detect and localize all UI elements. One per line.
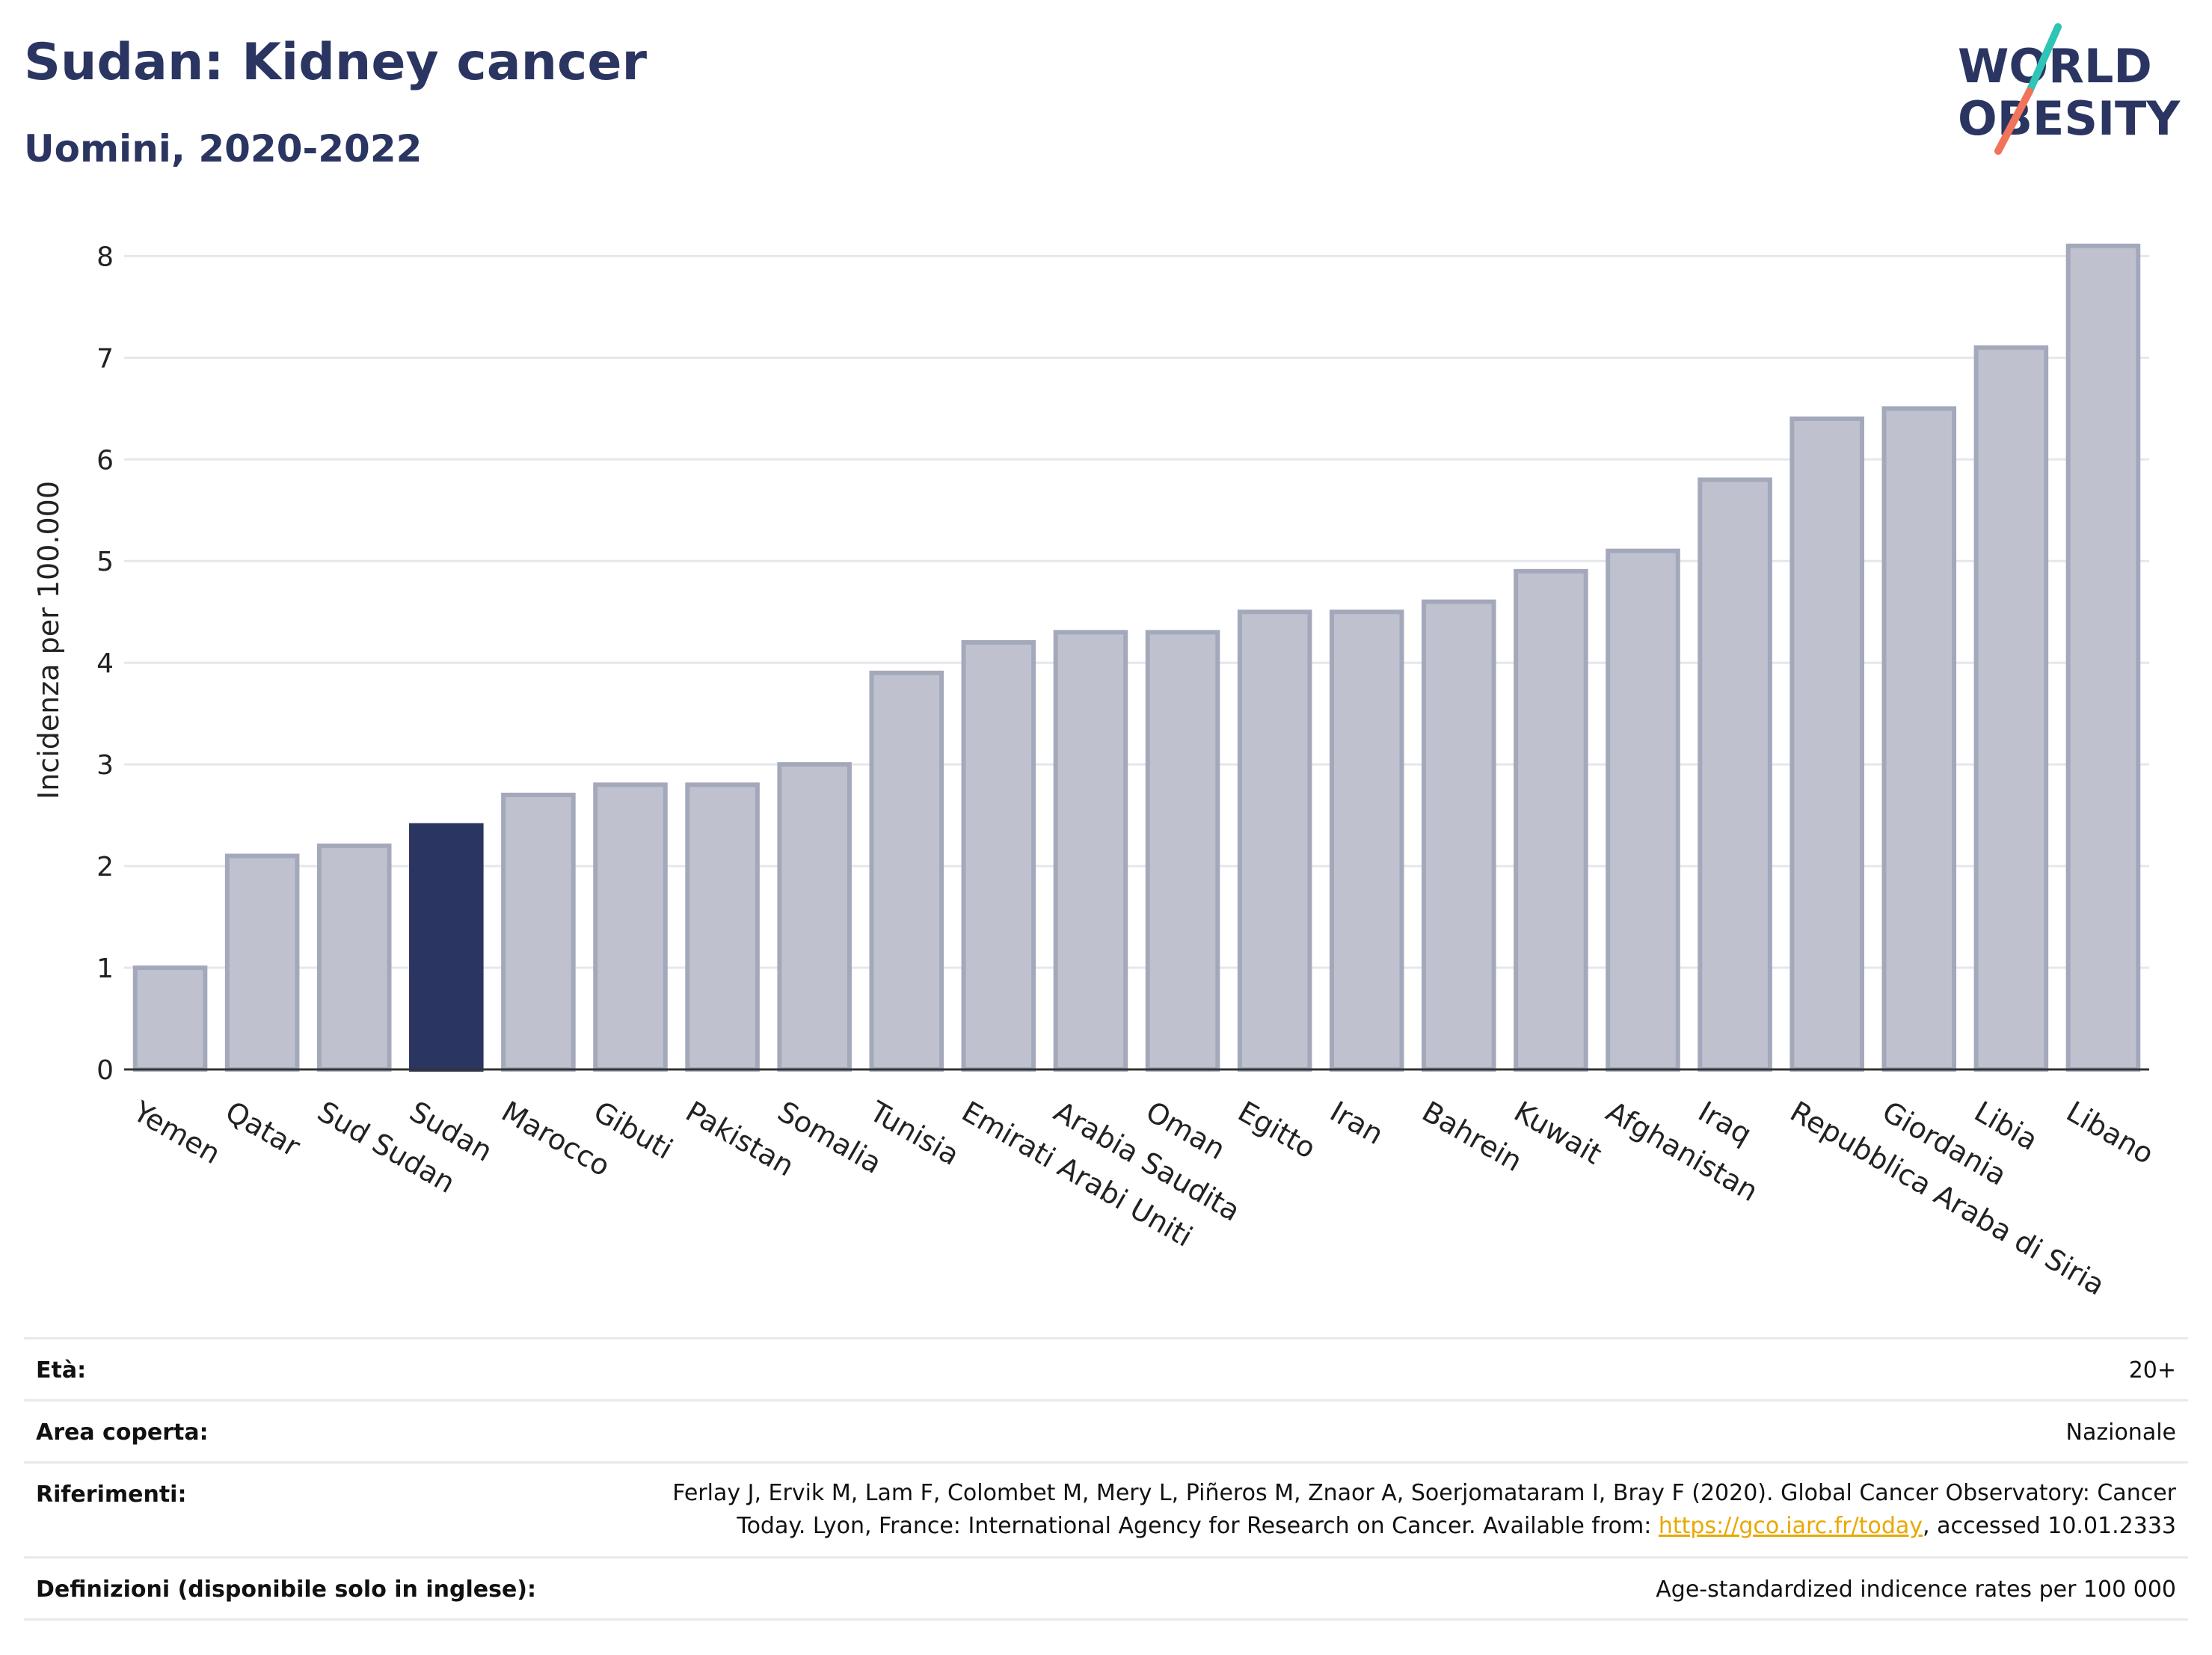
bar-pakistan <box>685 782 760 1072</box>
x-tick-label: Libano <box>2061 1095 2160 1170</box>
x-tick-label: Egitto <box>1232 1095 1321 1165</box>
bar-afghanistan <box>1606 548 1680 1072</box>
bar-marocco <box>501 792 576 1072</box>
area-label: Area coperta: <box>36 1419 209 1446</box>
bar-bahrein <box>1422 599 1496 1072</box>
logo-line2: OBESITY <box>1958 91 2181 146</box>
info-row-area: Area coperta: Nazionale <box>24 1399 2188 1461</box>
x-tick-label: Iran <box>1324 1095 1389 1151</box>
bar-arabia-saudita <box>1053 630 1128 1072</box>
y-tick-label: 0 <box>96 1055 114 1086</box>
bar-libano <box>2065 243 2141 1072</box>
references-accessed: , accessed 10.01.2333 <box>1923 1513 2176 1539</box>
area-value: Nazionale <box>2065 1419 2176 1446</box>
x-tick-label: Iraq <box>1693 1095 1757 1151</box>
references-line-1: Ferlay J, Ervik M, Lam F, Colombet M, Me… <box>672 1480 2176 1506</box>
bar-emirati-arabi-uniti <box>961 640 1036 1072</box>
bar-iran <box>1329 610 1404 1072</box>
y-tick-label: 2 <box>96 852 114 882</box>
bar-libia <box>1973 345 2049 1072</box>
y-axis: 0 1 2 3 4 5 6 7 8 <box>96 242 114 1086</box>
info-table: Età: 20+ Area coperta: Nazionale Riferim… <box>24 1337 2188 1621</box>
y-tick-label: 6 <box>96 445 114 476</box>
page-subtitle: Uomini, 2020-2022 <box>24 127 423 171</box>
references-link[interactable]: https://gco.iarc.fr/today <box>1658 1513 1923 1539</box>
bar-qatar <box>224 853 300 1072</box>
x-tick-label: Yemen <box>127 1094 226 1170</box>
bar-kuwait <box>1514 568 1588 1072</box>
references-label: Riferimenti: <box>36 1481 187 1508</box>
x-tick-label: Qatar <box>220 1095 306 1164</box>
bar-sudan <box>409 823 484 1072</box>
bar-oman <box>1145 630 1220 1072</box>
age-value: 20+ <box>2128 1357 2176 1384</box>
y-axis-label: Incidenza per 100.000 <box>32 481 65 799</box>
bar-giordania <box>1881 406 1957 1072</box>
x-tick-label: Bahrein <box>1416 1095 1528 1178</box>
references-value: Ferlay J, Ervik M, Lam F, Colombet M, Me… <box>672 1477 2176 1543</box>
y-tick-label: 3 <box>96 750 114 781</box>
y-tick-label: 5 <box>96 547 114 577</box>
x-tick-label: Kuwait <box>1508 1095 1607 1171</box>
age-label: Età: <box>36 1357 87 1384</box>
info-row-age: Età: 20+ <box>24 1337 2188 1399</box>
y-tick-label: 4 <box>96 648 114 679</box>
bar-egitto <box>1237 610 1312 1072</box>
info-row-references: Riferimenti: Ferlay J, Ervik M, Lam F, C… <box>24 1461 2188 1556</box>
world-obesity-logo: WORLD OBESITY <box>1958 23 2181 155</box>
bar-tunisia <box>869 670 944 1072</box>
references-text: Today. Lyon, France: International Agenc… <box>737 1513 1659 1539</box>
bar-iraq <box>1698 477 1772 1072</box>
definitions-value: Age-standardized indicence rates per 100… <box>1656 1576 2176 1603</box>
y-tick-label: 1 <box>96 954 114 984</box>
bar-sud-sudan <box>316 843 392 1072</box>
bar-gibuti <box>593 782 668 1072</box>
bar-repubblica-araba-di-siria <box>1789 416 1864 1072</box>
definitions-label: Definizioni (disponibile solo in inglese… <box>36 1576 536 1603</box>
bars <box>132 243 2141 1072</box>
info-row-definitions: Definizioni (disponibile solo in inglese… <box>24 1556 2188 1621</box>
y-tick-label: 8 <box>96 242 114 272</box>
bar-somalia <box>777 762 852 1072</box>
logo-coral-stroke <box>1994 87 2033 155</box>
bar-yemen <box>132 965 208 1072</box>
references-line-2: Today. Lyon, France: International Agenc… <box>672 1510 2176 1543</box>
logo-line1: WORLD <box>1958 39 2152 93</box>
logo-teal-stroke <box>2026 23 2062 95</box>
page-title: Sudan: Kidney cancer <box>24 33 647 92</box>
y-tick-label: 7 <box>96 343 114 374</box>
